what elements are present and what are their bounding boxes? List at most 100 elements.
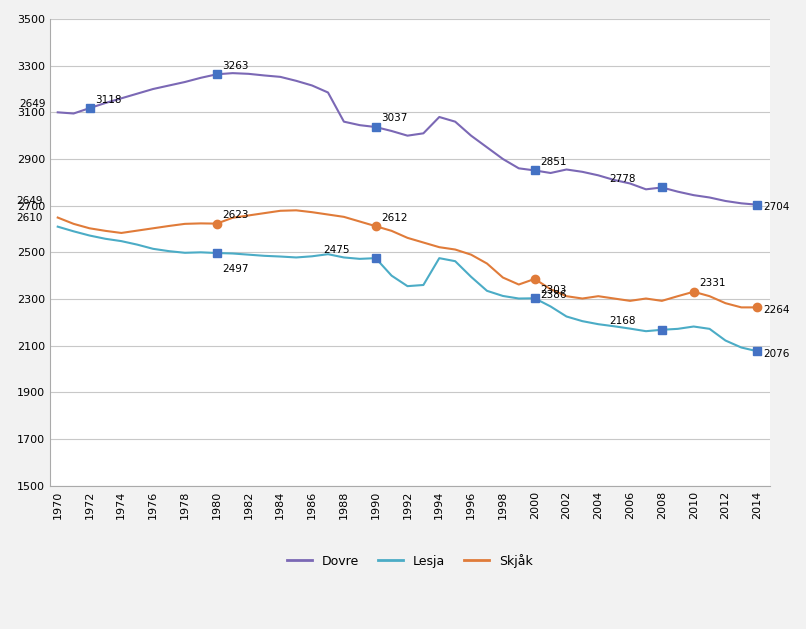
Lesja bbox=[355, 255, 364, 263]
Dovre bbox=[323, 89, 333, 96]
Text: 2704: 2704 bbox=[762, 203, 789, 212]
Dovre bbox=[371, 123, 380, 131]
Skjåk bbox=[498, 274, 508, 281]
Lesja bbox=[609, 323, 619, 330]
Text: 2623: 2623 bbox=[222, 210, 249, 220]
Lesja bbox=[562, 313, 571, 320]
Lesja bbox=[196, 248, 206, 256]
Skjåk bbox=[196, 220, 206, 227]
Dovre bbox=[69, 109, 78, 117]
Dovre bbox=[609, 176, 619, 184]
Skjåk bbox=[578, 295, 588, 303]
Skjåk bbox=[355, 218, 364, 225]
Dovre bbox=[403, 132, 413, 140]
Skjåk bbox=[704, 292, 714, 300]
Lesja bbox=[673, 325, 683, 333]
Skjåk bbox=[737, 304, 746, 311]
Dovre bbox=[562, 165, 571, 173]
Lesja bbox=[689, 323, 699, 330]
Dovre bbox=[593, 172, 603, 179]
Skjåk bbox=[514, 281, 524, 288]
Lesja bbox=[403, 282, 413, 290]
Lesja bbox=[276, 253, 285, 260]
Dovre bbox=[355, 121, 364, 129]
Dovre bbox=[482, 143, 492, 151]
Dovre bbox=[180, 78, 189, 86]
Skjåk bbox=[339, 213, 349, 221]
Lesja bbox=[451, 257, 460, 265]
Lesja bbox=[704, 325, 714, 333]
Lesja bbox=[546, 303, 555, 310]
Skjåk bbox=[434, 243, 444, 251]
Skjåk bbox=[260, 209, 269, 217]
Dovre bbox=[387, 127, 397, 135]
Skjåk bbox=[276, 207, 285, 214]
Dovre bbox=[721, 198, 730, 205]
Lesja bbox=[260, 252, 269, 260]
Dovre bbox=[434, 113, 444, 121]
Lesja bbox=[148, 245, 158, 253]
Dovre bbox=[291, 77, 301, 85]
Skjåk bbox=[212, 220, 222, 228]
Skjåk bbox=[466, 251, 476, 259]
Lesja bbox=[530, 294, 539, 302]
Lesja bbox=[117, 237, 127, 245]
Skjåk bbox=[371, 223, 380, 230]
Text: 2475: 2475 bbox=[323, 245, 350, 255]
Dovre bbox=[514, 165, 524, 172]
Skjåk bbox=[164, 222, 174, 230]
Skjåk bbox=[148, 225, 158, 232]
Line: Lesja: Lesja bbox=[58, 226, 758, 351]
Dovre bbox=[673, 188, 683, 196]
Text: 2264: 2264 bbox=[762, 305, 789, 315]
Text: 2612: 2612 bbox=[381, 213, 408, 223]
Skjåk bbox=[180, 220, 189, 228]
Skjåk bbox=[451, 246, 460, 253]
Lesja bbox=[85, 231, 94, 239]
Text: 2076: 2076 bbox=[762, 349, 789, 359]
Skjåk bbox=[673, 292, 683, 300]
Lesja bbox=[593, 320, 603, 328]
Lesja bbox=[387, 272, 397, 279]
Dovre bbox=[132, 90, 142, 97]
Text: 2497: 2497 bbox=[222, 264, 249, 274]
Line: Dovre: Dovre bbox=[58, 73, 758, 204]
Lesja bbox=[339, 253, 349, 261]
Dovre bbox=[466, 132, 476, 140]
Text: 2168: 2168 bbox=[609, 316, 636, 326]
Lesja bbox=[514, 295, 524, 303]
Lesja bbox=[323, 250, 333, 258]
Skjåk bbox=[593, 292, 603, 300]
Skjåk bbox=[117, 229, 127, 237]
Dovre bbox=[625, 180, 635, 187]
Lesja bbox=[243, 251, 253, 259]
Lesja bbox=[69, 228, 78, 235]
Skjåk bbox=[243, 212, 253, 220]
Text: 2649: 2649 bbox=[19, 99, 45, 109]
Skjåk bbox=[132, 227, 142, 235]
Skjåk bbox=[228, 214, 238, 221]
Lesja bbox=[132, 241, 142, 248]
Lesja bbox=[578, 318, 588, 325]
Lesja bbox=[307, 252, 317, 260]
Dovre bbox=[276, 73, 285, 81]
Lesja bbox=[228, 250, 238, 257]
Dovre bbox=[212, 70, 222, 78]
Dovre bbox=[418, 130, 428, 137]
Dovre bbox=[578, 168, 588, 175]
Dovre bbox=[641, 186, 650, 193]
Line: Skjåk: Skjåk bbox=[58, 210, 758, 308]
Skjåk bbox=[689, 288, 699, 296]
Dovre bbox=[85, 104, 94, 112]
Dovre bbox=[530, 167, 539, 174]
Skjåk bbox=[291, 206, 301, 214]
Skjåk bbox=[69, 220, 78, 228]
Dovre bbox=[117, 94, 127, 102]
Dovre bbox=[704, 194, 714, 201]
Lesja bbox=[498, 292, 508, 300]
Skjåk bbox=[625, 297, 635, 304]
Dovre bbox=[196, 74, 206, 82]
Lesja bbox=[53, 223, 63, 230]
Text: 2778: 2778 bbox=[609, 174, 636, 184]
Skjåk bbox=[609, 295, 619, 303]
